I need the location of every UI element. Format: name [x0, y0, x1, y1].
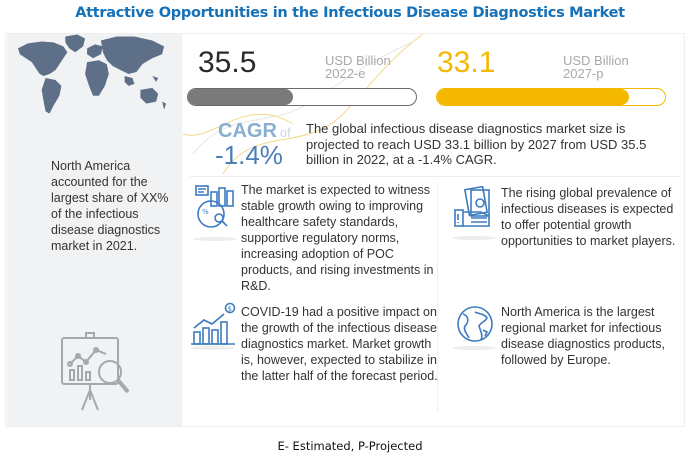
cagr-label: CAGR of: [218, 121, 291, 143]
growth-chart-icon: $: [191, 302, 236, 345]
unit-text: USD Billion: [325, 53, 391, 68]
cagr-of-text: of: [279, 125, 291, 140]
icon-shadow: [193, 237, 237, 241]
progress-fill-2022: [188, 89, 293, 105]
progress-fill-2027: [437, 89, 629, 105]
progress-bar-2027: [436, 88, 666, 106]
unit-label-2027: USD Billion 2027-p: [563, 54, 629, 80]
icon-shadow: [452, 346, 496, 350]
unit-text: USD Billion: [563, 53, 629, 68]
svg-text:$: $: [228, 305, 232, 313]
world-map-icon: [17, 34, 167, 114]
cagr-value: -1.4%: [215, 140, 283, 170]
market-summary-text: The global infectious disease diagnostic…: [306, 121, 647, 167]
cagr-text: CAGR: [218, 120, 277, 142]
page-title: Attractive Opportunities in the Infectio…: [75, 5, 625, 21]
progress-bar-2022: [187, 88, 417, 106]
market-value-2027: 33.1: [437, 46, 496, 79]
analytics-presentation-icon: [61, 332, 130, 411]
globe-icon: [457, 306, 493, 342]
footnote: E- Estimated, P-Projected: [277, 439, 423, 453]
card-regional-text: North America is the largest regional ma…: [501, 305, 665, 367]
year-text: 2022-e: [325, 66, 366, 81]
card-market-growth-text: The market is expected to witness stable…: [241, 183, 434, 293]
market-value-2022: 35.5: [198, 46, 257, 79]
card-prevalence-text: The rising global prevalence of infectio…: [501, 186, 676, 248]
svg-text:%: %: [202, 208, 209, 216]
divider-vertical: [437, 182, 438, 412]
divider-horizontal: [190, 176, 680, 177]
card-covid-impact-text: COVID-19 had a positive impact on the gr…: [241, 305, 438, 383]
north-america-share-text: North America accounted for the largest …: [51, 159, 169, 253]
icon-shadow: [190, 346, 234, 350]
money-hand-icon: [454, 186, 490, 227]
unit-label-2022: USD Billion 2022-e: [325, 54, 391, 80]
report-analysis-icon: %: [195, 185, 234, 228]
year-text: 2027-p: [563, 66, 604, 81]
icon-shadow: [452, 236, 496, 240]
